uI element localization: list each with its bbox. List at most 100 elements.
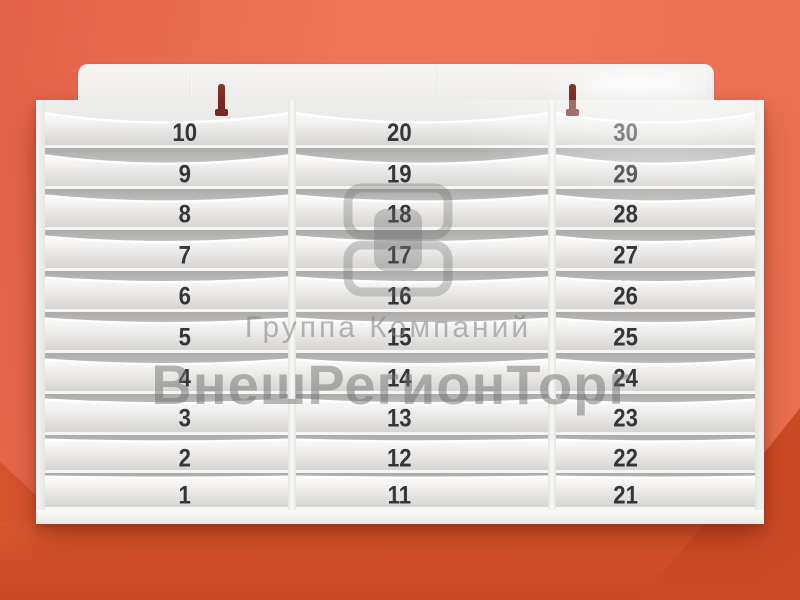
slot-row: 7	[45, 230, 288, 271]
slot-front-plate: 9	[45, 154, 288, 186]
slot-row: 1	[45, 473, 288, 510]
slot-row: 20	[296, 100, 548, 148]
slot-number: 7	[179, 242, 191, 268]
slot-row: 5	[45, 312, 288, 353]
column-divider	[548, 100, 556, 510]
slot-number: 15	[387, 324, 412, 350]
slot-number: 14	[387, 365, 412, 391]
slot-number: 18	[387, 201, 412, 227]
slot-number: 12	[387, 444, 412, 470]
slot-number: 25	[613, 324, 638, 350]
slot-front-plate: 4	[45, 358, 288, 391]
slot-row: 26	[556, 271, 755, 312]
slot-row: 10	[45, 100, 288, 148]
slot-front-plate: 14	[296, 358, 548, 391]
slot-row: 15	[296, 312, 548, 353]
slot-front-plate: 28	[556, 194, 755, 227]
organizer-column-1: 10 9 8 7 6 5 4 3 2 1	[45, 100, 288, 510]
slot-number: 22	[613, 444, 638, 470]
slot-number: 23	[613, 405, 638, 432]
slot-row: 29	[556, 148, 755, 189]
column-divider	[288, 100, 296, 510]
slot-front-plate: 15	[296, 317, 548, 350]
slot-front-plate: 6	[45, 276, 288, 309]
panel-seam	[437, 66, 439, 108]
slot-row: 24	[556, 353, 755, 394]
mounting-hook	[215, 84, 228, 116]
slot-front-plate: 7	[45, 235, 288, 268]
slot-row: 28	[556, 189, 755, 230]
slot-front-plate: 25	[556, 317, 755, 350]
slot-number: 21	[613, 481, 638, 507]
slot-number: 2	[179, 444, 191, 470]
slot-number: 8	[179, 201, 191, 227]
slot-number: 26	[613, 283, 638, 309]
slot-row: 22	[556, 435, 755, 473]
slot-front-plate: 30	[556, 111, 755, 145]
slot-number: 24	[613, 365, 638, 391]
mounting-hook	[566, 84, 579, 116]
slot-front-plate: 27	[556, 235, 755, 268]
slot-row: 16	[296, 271, 548, 312]
slot-row: 25	[556, 312, 755, 353]
slot-row: 3	[45, 394, 288, 435]
slot-row: 6	[45, 271, 288, 312]
slot-front-plate: 2	[45, 438, 288, 470]
bottom-base-shelf	[36, 510, 764, 524]
slot-front-plate: 20	[296, 111, 548, 145]
slot-front-plate: 13	[296, 398, 548, 432]
slot-front-plate: 29	[556, 154, 755, 186]
slot-row: 27	[556, 230, 755, 271]
slot-number: 28	[613, 201, 638, 227]
slot-row: 2	[45, 435, 288, 473]
slot-number: 30	[613, 119, 638, 145]
slot-front-plate: 1	[45, 475, 288, 507]
slot-row: 19	[296, 148, 548, 189]
slot-front-plate: 16	[296, 276, 548, 309]
slot-front-plate: 12	[296, 438, 548, 470]
slot-row: 9	[45, 148, 288, 189]
slot-row: 8	[45, 189, 288, 230]
light-reflection	[536, 66, 706, 106]
slot-number: 20	[387, 119, 412, 145]
slot-front-plate: 19	[296, 154, 548, 186]
slot-row: 11	[296, 473, 548, 510]
slot-row: 4	[45, 353, 288, 394]
slot-number: 11	[388, 481, 411, 507]
slot-row: 13	[296, 394, 548, 435]
slot-row: 18	[296, 189, 548, 230]
slot-front-plate: 10	[45, 111, 288, 145]
slot-number: 29	[613, 161, 638, 186]
slot-number: 27	[613, 242, 638, 268]
slot-front-plate: 17	[296, 235, 548, 268]
slot-row: 14	[296, 353, 548, 394]
slot-number: 13	[387, 405, 412, 432]
organizer-column-3: 30 29 28 27 26 25 24 23 22 21	[556, 100, 755, 510]
slot-number: 19	[387, 161, 412, 186]
slot-front-plate: 8	[45, 194, 288, 227]
slot-number: 10	[172, 119, 197, 145]
slot-number: 3	[179, 405, 191, 432]
slot-front-plate: 24	[556, 358, 755, 391]
slot-number: 9	[179, 161, 191, 186]
slot-number: 5	[179, 324, 191, 350]
slot-number: 16	[387, 283, 412, 309]
slot-front-plate: 5	[45, 317, 288, 350]
slot-front-plate: 26	[556, 276, 755, 309]
slot-number: 1	[179, 481, 191, 507]
slot-front-plate: 23	[556, 398, 755, 432]
slot-front-plate: 3	[45, 398, 288, 432]
slot-number: 6	[179, 283, 191, 309]
organizer-column-2: 20 19 18 17 16 15 14 13 12 11	[296, 100, 548, 510]
side-wall-right	[755, 100, 764, 510]
slot-front-plate: 22	[556, 438, 755, 470]
slot-row: 21	[556, 473, 755, 510]
slot-columns: 10 9 8 7 6 5 4 3 2 1 20 19 18 17 16 15 14 13 12 11 30 29 28 2…	[36, 100, 764, 510]
slot-number: 17	[387, 242, 412, 268]
slot-number: 4	[179, 365, 191, 391]
panel-seam	[190, 66, 192, 108]
slot-row: 17	[296, 230, 548, 271]
slot-front-plate: 18	[296, 194, 548, 227]
slot-front-plate: 21	[556, 475, 755, 507]
slot-front-plate: 11	[296, 475, 548, 507]
